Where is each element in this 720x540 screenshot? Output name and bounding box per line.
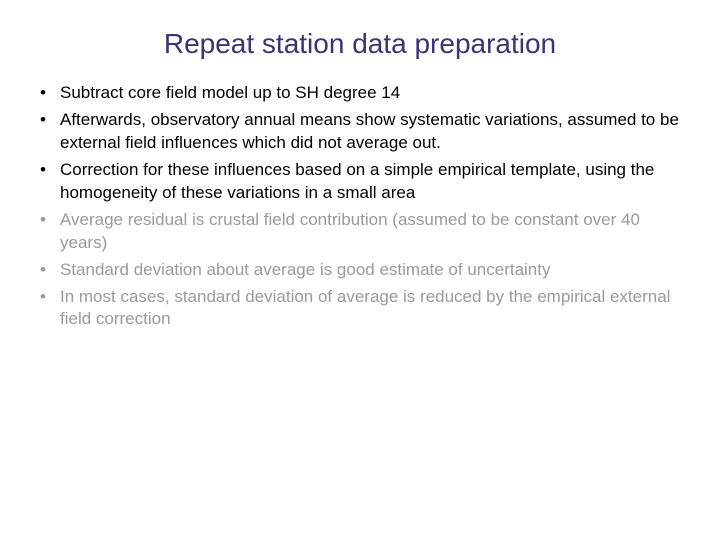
list-item: In most cases, standard deviation of ave… [32,286,688,332]
list-item-text: Standard deviation about average is good… [60,260,551,279]
list-item: Correction for these influences based on… [32,159,688,205]
list-item-text: Average residual is crustal field contri… [60,210,640,252]
list-item: Subtract core field model up to SH degre… [32,82,688,105]
bullet-list: Subtract core field model up to SH degre… [32,82,688,331]
slide: Repeat station data preparation Subtract… [0,0,720,540]
list-item-text: In most cases, standard deviation of ave… [60,287,670,329]
list-item: Average residual is crustal field contri… [32,209,688,255]
slide-title: Repeat station data preparation [32,28,688,60]
list-item-text: Afterwards, observatory annual means sho… [60,110,679,152]
list-item-text: Correction for these influences based on… [60,160,654,202]
list-item: Afterwards, observatory annual means sho… [32,109,688,155]
list-item: Standard deviation about average is good… [32,259,688,282]
list-item-text: Subtract core field model up to SH degre… [60,83,400,102]
